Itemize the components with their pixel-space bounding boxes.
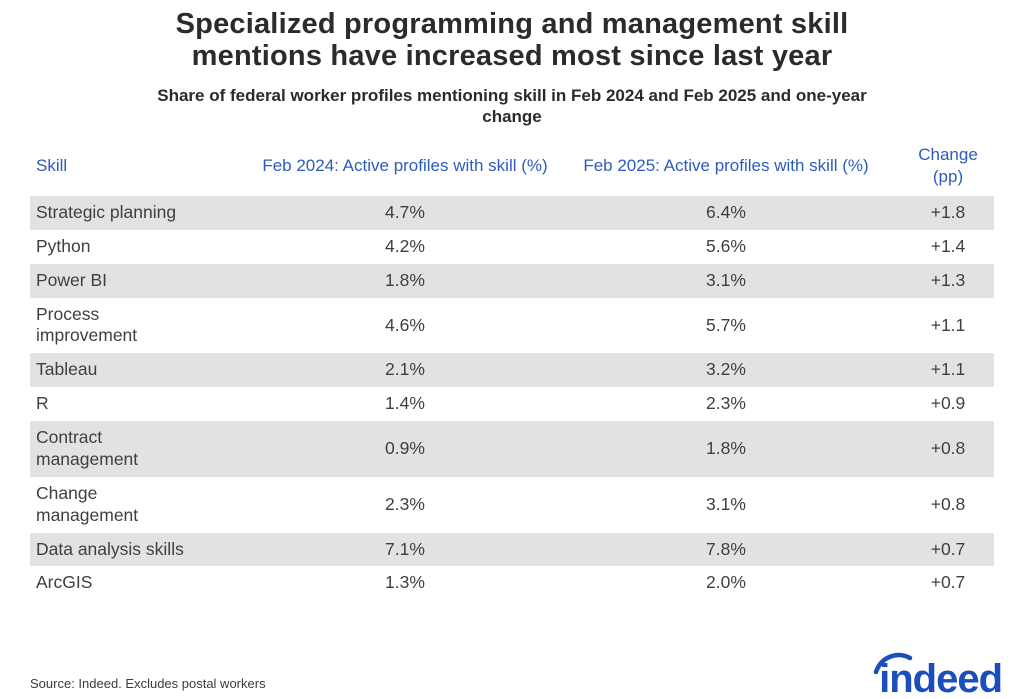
column-header-feb2025: Feb 2025: Active profiles with skill (%) — [583, 156, 869, 176]
table-row: Data analysis skills 7.1% 7.8% +0.7 — [30, 532, 994, 567]
cell-feb2025: 3.1% — [706, 493, 746, 514]
cell-change: +0.8 — [930, 493, 966, 514]
cell-feb2024: 4.6% — [385, 314, 425, 335]
cell-skill: Strategic planning — [36, 201, 177, 222]
indeed-logo-text: indeed — [879, 657, 1003, 699]
cell-feb2025: 5.7% — [706, 314, 746, 335]
figure-page: Specialized programming and management s… — [0, 8, 1024, 699]
cell-skill: Power BI — [36, 269, 107, 290]
cell-change: +1.1 — [930, 359, 966, 380]
table-row: Contract management 0.9% 1.8% +0.8 — [30, 421, 994, 477]
cell-change: +1.1 — [930, 314, 966, 335]
cell-skill: Python — [36, 235, 91, 256]
cell-skill: ArcGIS — [36, 572, 93, 593]
table-row: Change management 2.3% 3.1% +0.8 — [30, 477, 994, 533]
cell-feb2024: 1.4% — [385, 393, 425, 414]
cell-change: +0.7 — [930, 538, 966, 559]
cell-feb2025: 3.1% — [706, 269, 746, 290]
cell-skill: R — [36, 393, 49, 414]
cell-change: +1.4 — [930, 235, 966, 256]
cell-change: +0.7 — [930, 572, 966, 593]
cell-feb2024: 2.3% — [385, 493, 425, 514]
cell-feb2024: 2.1% — [385, 359, 425, 380]
indeed-logo: indeed — [873, 652, 1003, 699]
cell-feb2025: 1.8% — [706, 438, 746, 458]
cell-change: +0.8 — [930, 438, 966, 458]
cell-feb2024: 1.3% — [385, 572, 425, 593]
table-row: Python 4.2% 5.6% +1.4 — [30, 230, 994, 264]
table-header-row: Skill Feb 2024: Active profiles with ski… — [30, 140, 994, 196]
cell-skill: Contract management — [36, 427, 139, 469]
table-row: Tableau 2.1% 3.2% +1.1 — [30, 353, 994, 388]
page-subtitle: Share of federal worker profiles mention… — [157, 85, 867, 127]
cell-feb2025: 2.3% — [706, 393, 746, 414]
cell-feb2025: 6.4% — [706, 201, 746, 222]
page-title: Specialized programming and management s… — [175, 8, 849, 73]
skills-table: Skill Feb 2024: Active profiles with ski… — [30, 140, 994, 600]
column-header-change: Change (pp) — [918, 145, 978, 186]
cell-feb2024: 1.8% — [385, 269, 425, 290]
column-header-skill: Skill — [36, 156, 68, 176]
cell-feb2025: 2.0% — [706, 572, 746, 593]
cell-skill: Change management — [36, 482, 139, 525]
table-row: R 1.4% 2.3% +0.9 — [30, 387, 994, 421]
table-row: Power BI 1.8% 3.1% +1.3 — [30, 263, 994, 298]
table-row: Process improvement 4.6% 5.7% +1.1 — [30, 298, 994, 354]
table-row: ArcGIS 1.3% 2.0% +0.7 — [30, 566, 994, 600]
cell-feb2024: 0.9% — [385, 438, 425, 458]
cell-change: +0.9 — [930, 393, 966, 414]
cell-feb2024: 4.2% — [385, 235, 425, 256]
cell-skill: Tableau — [36, 359, 98, 380]
table-row: Strategic planning 4.7% 6.4% +1.8 — [30, 195, 994, 230]
cell-change: +1.8 — [930, 201, 966, 222]
source-note: Source: Indeed. Excludes postal workers — [30, 676, 266, 691]
column-header-feb2024: Feb 2024: Active profiles with skill (%) — [262, 156, 548, 176]
cell-feb2024: 7.1% — [385, 538, 425, 559]
cell-change: +1.3 — [930, 269, 966, 290]
cell-skill: Data analysis skills — [36, 538, 184, 559]
cell-feb2025: 7.8% — [706, 538, 746, 559]
cell-skill: Process improvement — [36, 303, 138, 346]
cell-feb2025: 5.6% — [706, 235, 746, 256]
cell-feb2025: 3.2% — [706, 359, 746, 380]
cell-feb2024: 4.7% — [385, 201, 425, 222]
indeed-logo-swoosh-icon — [873, 652, 913, 675]
